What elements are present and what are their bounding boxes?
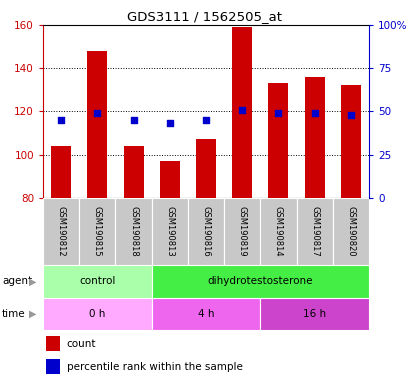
Bar [43,298,151,330]
Text: ▶: ▶ [29,276,36,286]
Point [347,112,353,118]
Point [274,110,281,116]
Bar [115,198,151,265]
Bar [79,198,115,265]
Text: GSM190814: GSM190814 [273,206,282,257]
Text: GSM190819: GSM190819 [237,206,246,257]
Bar [232,27,252,198]
Point [130,117,137,123]
Bar [196,139,216,198]
Text: GSM190815: GSM190815 [93,206,101,257]
Bar [151,298,260,330]
Text: GSM190818: GSM190818 [129,206,138,257]
Text: time: time [2,309,26,319]
Point [310,110,317,116]
Text: control: control [79,276,115,286]
Text: 0 h: 0 h [89,309,105,319]
Bar [160,161,179,198]
Bar [51,146,71,198]
Text: ▶: ▶ [29,309,36,319]
Point [58,117,64,123]
Text: GSM190813: GSM190813 [165,206,174,257]
Bar [187,198,224,265]
Text: GSM190812: GSM190812 [56,206,65,257]
Bar [332,198,368,265]
Bar [43,265,151,298]
Text: agent: agent [2,276,32,286]
Bar [46,359,60,374]
Text: dihydrotestosterone: dihydrotestosterone [207,276,312,286]
Text: 4 h: 4 h [197,309,214,319]
Text: 16 h: 16 h [302,309,326,319]
Text: percentile rank within the sample: percentile rank within the sample [66,362,242,372]
Bar [124,146,143,198]
Bar [260,298,368,330]
Bar [304,77,324,198]
Bar [151,265,368,298]
Point [238,106,245,113]
Point [202,117,209,123]
Bar [43,198,79,265]
Text: GDS3111 / 1562505_at: GDS3111 / 1562505_at [127,10,282,23]
Bar [224,198,260,265]
Bar [46,336,60,351]
Text: count: count [66,339,96,349]
Bar [151,198,187,265]
Bar [260,198,296,265]
Bar [296,198,332,265]
Text: GSM190816: GSM190816 [201,206,210,257]
Point [166,121,173,127]
Text: GSM190820: GSM190820 [346,206,355,257]
Bar [268,83,288,198]
Bar [340,86,360,198]
Text: GSM190817: GSM190817 [310,206,318,257]
Point [94,110,100,116]
Bar [87,51,107,198]
